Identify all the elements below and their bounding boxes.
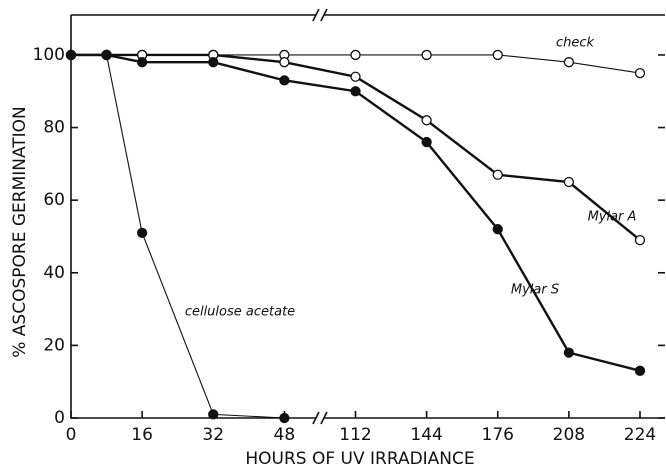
axis-break (312, 411, 320, 425)
data-point (279, 75, 290, 86)
data-point (421, 115, 432, 126)
data-point (492, 169, 503, 180)
x-tick-label: 112 (339, 425, 371, 445)
data-point (421, 136, 432, 148)
series-label: check (556, 36, 595, 51)
data-point (634, 365, 646, 376)
data-point (350, 86, 361, 97)
y-tick-label: 20 (43, 335, 65, 355)
axis-frame (70, 14, 665, 419)
x-tick-label: 16 (131, 425, 153, 445)
y-axis-label: % ASCOSPORE GERMINATION (10, 106, 30, 358)
data-point (279, 412, 290, 424)
series-label: cellulose acetate (185, 305, 295, 320)
data-point (208, 409, 219, 420)
x-tick-label: 48 (274, 425, 296, 445)
series-label: Mylar S (511, 283, 559, 298)
data-point (136, 227, 148, 238)
y-tick-label: 40 (43, 263, 65, 283)
series-line (71, 54, 285, 419)
y-tick-label: 80 (43, 118, 65, 138)
data-point (563, 176, 575, 188)
y-tick-label: 100 (33, 45, 65, 65)
data-point (421, 49, 432, 61)
data-point (65, 49, 77, 61)
x-tick-label: 0 (66, 425, 77, 445)
data-point (492, 49, 503, 61)
x-tick-label: 224 (624, 425, 656, 445)
data-point (634, 234, 646, 246)
data-point (634, 67, 646, 79)
data-point (350, 49, 361, 61)
series-label: Mylar A (588, 210, 637, 225)
series-line (71, 53, 641, 372)
x-tick-label: 176 (482, 425, 514, 445)
series-line (71, 53, 641, 242)
data-point (101, 49, 112, 61)
data-point (350, 71, 361, 82)
data-point (492, 224, 503, 235)
data-point (208, 57, 219, 68)
data-point (279, 57, 290, 68)
x-tick-label: 32 (202, 425, 224, 445)
x-axis-label: HOURS OF UV IRRADIANCE (245, 449, 474, 469)
data-point (563, 57, 575, 68)
y-tick-label: 0 (54, 408, 65, 428)
x-tick-label: 144 (410, 425, 442, 445)
axis-break (320, 8, 328, 22)
y-tick-label: 60 (43, 190, 65, 210)
axis-break (320, 411, 328, 425)
data-point (563, 347, 575, 358)
x-tick-label: 208 (553, 425, 585, 445)
data-point (136, 57, 148, 68)
axis-break (312, 8, 320, 22)
